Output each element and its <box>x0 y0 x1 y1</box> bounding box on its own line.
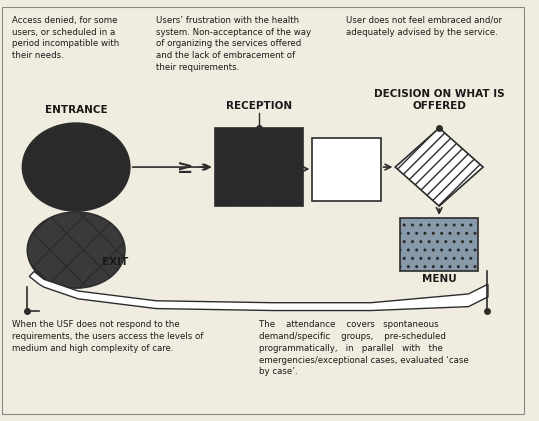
FancyBboxPatch shape <box>312 138 381 201</box>
Text: ≥: ≥ <box>177 157 194 176</box>
Text: DECISION ON WHAT IS
OFFERED: DECISION ON WHAT IS OFFERED <box>374 89 505 112</box>
Text: Users’ frustration with the health
system. Non-acceptance of the way
of organizi: Users’ frustration with the health syste… <box>156 16 312 72</box>
Text: EXIT: EXIT <box>102 257 129 267</box>
Text: ENTRANCE: ENTRANCE <box>45 105 107 115</box>
Ellipse shape <box>23 123 130 211</box>
Text: The    attendance    covers   spontaneous
demand/specific    groups,    pre-sche: The attendance covers spontaneous demand… <box>259 320 468 376</box>
Text: MENU: MENU <box>422 274 457 285</box>
FancyBboxPatch shape <box>215 128 302 206</box>
Text: When the USF does not respond to the
requirements, the users access the levels o: When the USF does not respond to the req… <box>12 320 203 353</box>
Text: RECEPTION: RECEPTION <box>225 101 292 112</box>
Text: User does not feel embraced and/or
adequately advised by the service.: User does not feel embraced and/or adequ… <box>347 16 502 37</box>
Ellipse shape <box>27 212 125 288</box>
Polygon shape <box>29 272 488 311</box>
FancyBboxPatch shape <box>400 218 478 272</box>
Text: Access denied, for some
users, or scheduled in a
period incompatible with
their : Access denied, for some users, or schedu… <box>12 16 119 60</box>
Polygon shape <box>395 128 483 206</box>
